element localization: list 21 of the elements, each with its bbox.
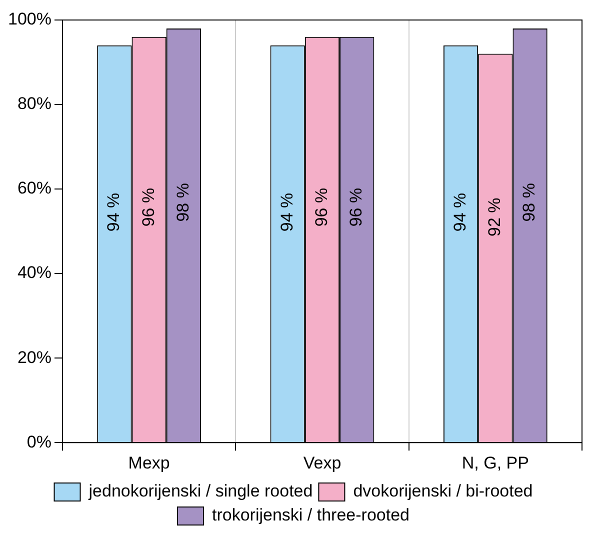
x-tick-label: N, G, PP [462, 453, 529, 472]
data-label: 94 % [104, 192, 124, 232]
data-label: 96 % [312, 188, 331, 227]
x-tick-label: Vexp [303, 453, 342, 472]
y-tick-label: 100% [8, 10, 52, 29]
x-tick-label: Mexp [128, 453, 170, 472]
data-label: 96 % [346, 188, 366, 227]
data-label: 94 % [450, 192, 470, 232]
legend-label: jednokorijenski / single rooted [88, 482, 313, 501]
data-label: 94 % [277, 192, 296, 232]
data-label: 98 % [520, 183, 539, 222]
legend-label: dvokorijenski / bi-rooted [353, 482, 533, 501]
legend-label: trokorijenski / three-rooted [212, 506, 410, 525]
y-tick-label: 0% [26, 432, 52, 452]
y-tick-label: 60% [17, 178, 52, 198]
y-tick-label: 80% [17, 94, 52, 114]
data-label: 98 % [173, 183, 192, 222]
data-label: 96 % [138, 188, 158, 227]
y-tick-label: 20% [17, 348, 52, 367]
data-label: 92 % [485, 198, 504, 236]
y-tick-label: 40% [17, 263, 52, 282]
